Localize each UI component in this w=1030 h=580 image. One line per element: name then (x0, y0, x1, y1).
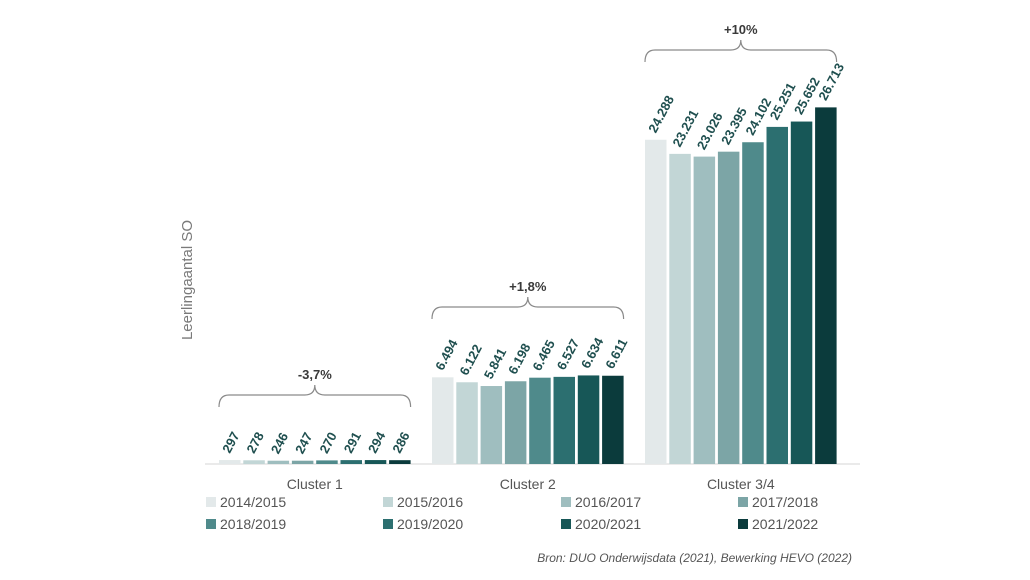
bracket (431, 296, 625, 320)
data-label: 6.634 (578, 334, 607, 370)
bar-1-1 (219, 460, 241, 464)
legend-swatch (738, 497, 748, 507)
data-label: 294 (365, 429, 389, 456)
data-label: 6.611 (602, 336, 630, 371)
data-label: 297 (219, 429, 242, 455)
bar-1-7 (364, 460, 387, 464)
bracket (644, 39, 838, 63)
data-label: 278 (243, 429, 266, 455)
legend-swatch (383, 497, 393, 507)
bar-2-2 (456, 382, 478, 464)
legend-swatch (383, 519, 393, 529)
bracket (218, 384, 412, 408)
bar-1-5 (316, 460, 338, 464)
data-label: 6.465 (529, 337, 558, 373)
bar-3-3 (693, 156, 716, 464)
legend-swatch (561, 497, 571, 507)
legend-swatch (206, 519, 216, 529)
data-label: 291 (341, 429, 364, 455)
data-label: 270 (316, 430, 339, 456)
bar-1-2 (243, 460, 265, 464)
bar-2-8 (602, 375, 624, 464)
legend-label: 2021/2022 (752, 516, 818, 532)
data-label: 246 (268, 430, 291, 456)
legend-label: 2015/2016 (397, 494, 463, 510)
bar-3-1 (645, 139, 667, 465)
bar-1-8 (389, 460, 411, 464)
legend-label: 2020/2021 (575, 516, 641, 532)
bar-3-6 (766, 126, 788, 465)
bar-1-3 (267, 460, 290, 464)
bar-2-4 (504, 381, 527, 464)
bar-3-7 (790, 121, 813, 464)
bar-1-4 (291, 460, 314, 464)
bar-3-2 (669, 153, 691, 464)
data-label: 24.288 (645, 93, 677, 135)
data-label: 5.841 (481, 346, 510, 382)
category-label: Cluster 3/4 (707, 476, 775, 492)
bar-2-7 (577, 375, 600, 464)
bar-3-8 (815, 107, 837, 465)
category-label: Cluster 1 (287, 476, 343, 492)
legend-label: 2016/2017 (575, 494, 641, 510)
data-label: 286 (389, 429, 412, 455)
data-label: 6.527 (554, 336, 583, 372)
data-label: 6.494 (432, 336, 461, 372)
change-annotation: +1,8% (509, 279, 547, 294)
bar-3-4 (717, 151, 740, 464)
legend-swatch (561, 519, 571, 529)
legend-label: 2017/2018 (752, 494, 818, 510)
legend-swatch (738, 519, 748, 529)
legend-label: 2018/2019 (220, 516, 286, 532)
category-label: Cluster 2 (500, 476, 556, 492)
bar-1-6 (340, 460, 362, 464)
bar-2-6 (553, 376, 575, 464)
data-label: 6.122 (456, 342, 485, 378)
legend-label: 2019/2020 (397, 516, 463, 532)
bar-2-3 (480, 386, 503, 464)
legend-label: 2014/2015 (220, 494, 286, 510)
change-annotation: -3,7% (298, 367, 332, 382)
bar-3-5 (742, 142, 764, 465)
legend-swatch (206, 497, 216, 507)
data-label: 247 (292, 430, 315, 456)
y-axis-label: Leerlingaantal SO (179, 220, 196, 340)
data-label: 6.198 (505, 341, 534, 377)
change-annotation: +10% (724, 22, 758, 37)
bar-2-1 (432, 377, 454, 464)
source-note: Bron: DUO Onderwijsdata (2021), Bewerkin… (537, 551, 852, 565)
bar-2-5 (529, 377, 551, 464)
